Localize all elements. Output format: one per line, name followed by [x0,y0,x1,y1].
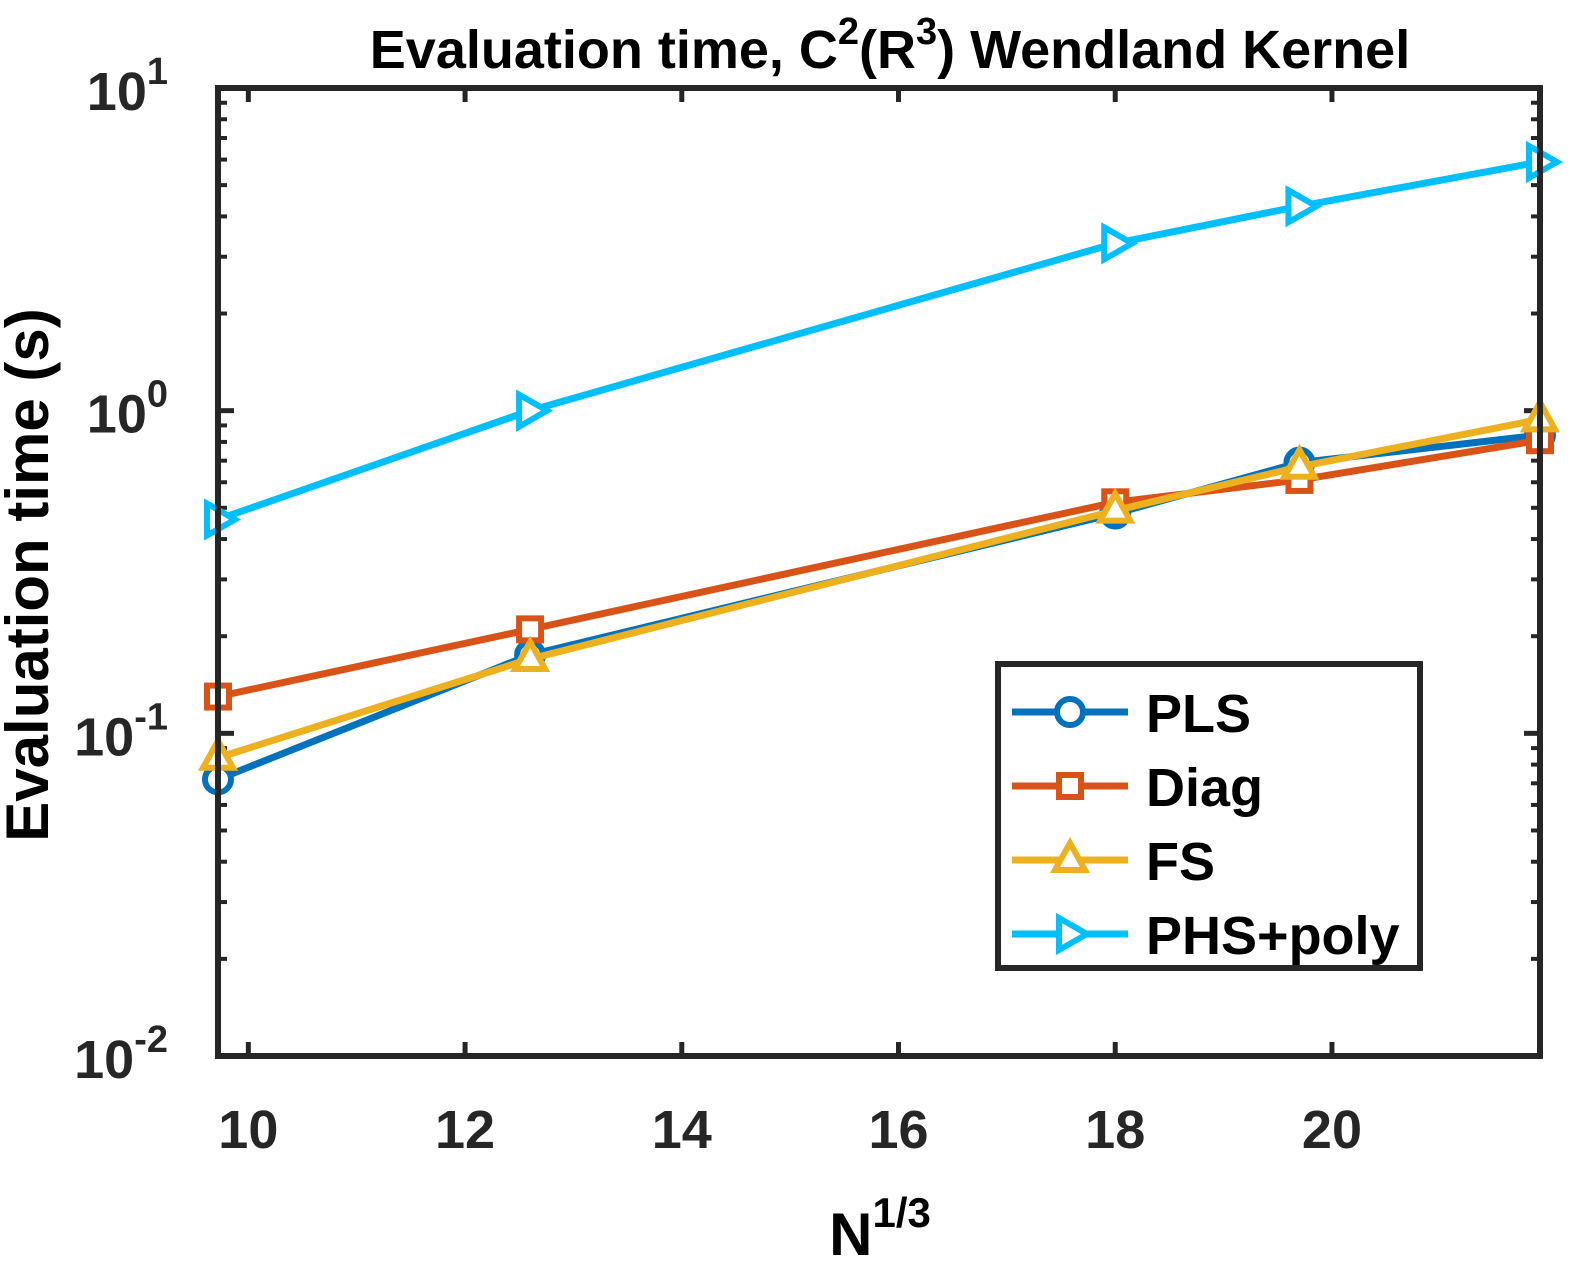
y-tick-label-exp: 1 [147,51,168,93]
chart-title-middle: (R [859,20,916,80]
x-axis-label-sup: 1/3 [872,1189,930,1236]
x-tick-label: 10 [218,1100,278,1160]
x-axis-label: N1/3 [829,1189,931,1268]
chart-title-sup1: 2 [838,11,859,53]
y-tick-label: 10-1 [74,696,168,767]
data-point [516,389,554,432]
data-point [1279,443,1320,480]
y-tick-label-base: 10 [87,385,147,445]
y-tick-label-exp: -1 [134,696,168,738]
legend-label: PLS [1146,684,1251,744]
y-tick-label-base: 10 [87,62,147,122]
x-tick-label: 12 [435,1100,495,1160]
chart-title-prefix: Evaluation time, C [370,20,838,80]
data-point [1095,487,1136,524]
data-point [509,635,551,672]
chart-title-suffix: ) Wendland Kernel [937,20,1410,80]
plot-area: 10 12 14 16 18 2010-210-1100101PLSDiagFSPHS+p… [74,51,1564,1160]
legend-marker [1056,772,1084,800]
x-tick-label: 14 [652,1100,712,1160]
legend-label: Diag [1146,758,1263,818]
y-tick-label: 10-2 [74,1019,168,1090]
data-point [1101,222,1139,265]
y-axis-label: Evaluation time (s) [0,308,61,841]
x-tick-label: 16 [868,1100,928,1160]
legend-marker [1056,912,1094,956]
x-tick-label: 20 [1302,1100,1362,1160]
legend-label: PHS+poly [1146,906,1400,966]
y-tick-label-base: 10 [74,707,134,767]
series-line-phs-poly [216,158,1541,523]
chart-title: Evaluation time, C2(R3) Wendland Kernel [370,11,1410,80]
chart-title-sup2: 3 [916,11,937,53]
y-tick-label: 101 [87,51,168,122]
y-tick-label-exp: -2 [134,1019,168,1061]
legend: PLS Diag FS PHS+poly [995,661,1423,971]
y-tick-label-base: 10 [74,1030,134,1090]
data-point [1285,185,1323,228]
legend-label: FS [1146,832,1215,892]
x-tick-label: 18 [1085,1100,1145,1160]
y-tick-label: 100 [87,374,168,445]
axes-box [215,85,1543,1059]
legend-marker [1049,836,1091,873]
y-tick-label-exp: 0 [147,374,168,416]
legend-marker [1054,696,1086,728]
x-axis-label-base: N [829,1201,872,1268]
